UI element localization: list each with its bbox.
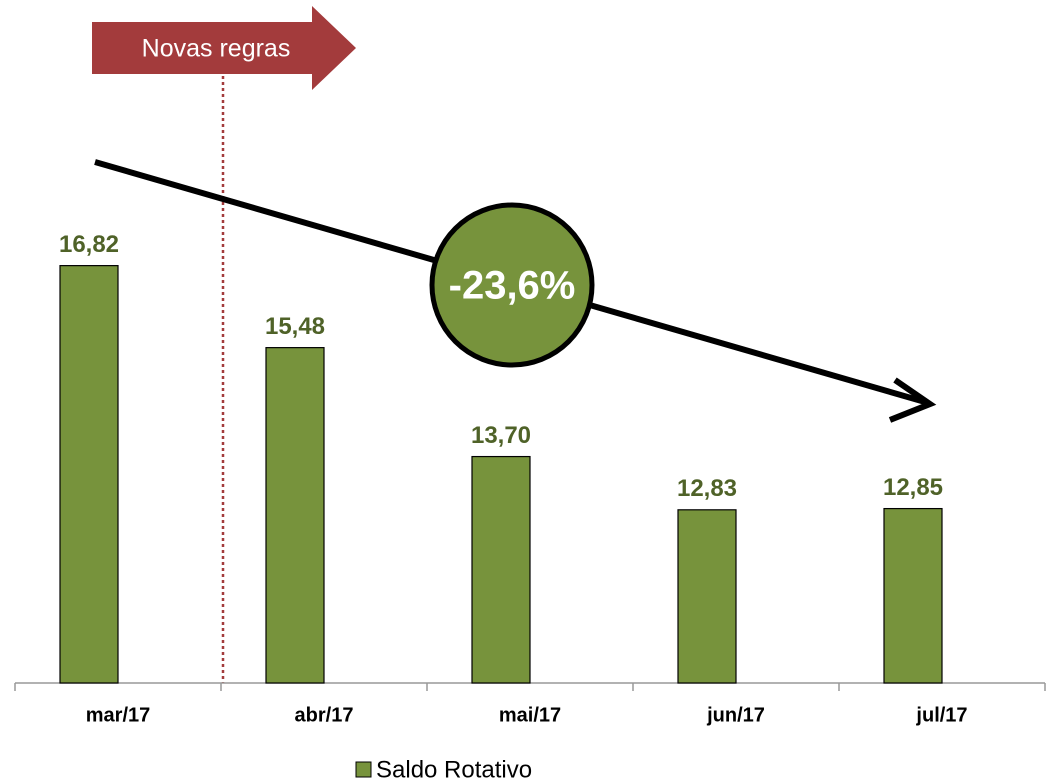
x-tick-label: mai/17	[499, 704, 561, 726]
value-label: 12,83	[677, 475, 737, 502]
change-label: -23,6%	[449, 264, 576, 308]
legend-swatch	[355, 761, 372, 778]
event-label: Novas regras	[142, 35, 291, 63]
x-tick-label: mar/17	[86, 704, 151, 726]
bar	[265, 347, 325, 684]
value-label: 16,82	[59, 231, 119, 258]
value-label: 13,70	[471, 422, 531, 449]
x-tick-label: jul/17	[915, 704, 967, 726]
x-tick-label: jun/17	[706, 704, 765, 726]
change-badge	[429, 202, 595, 368]
bar	[883, 507, 943, 684]
trend-arrow-head	[888, 377, 937, 423]
bar	[677, 509, 737, 684]
value-label: 12,85	[883, 474, 943, 501]
value-label: 15,48	[265, 313, 325, 340]
event-arrow	[92, 6, 356, 90]
x-tick-label: abr/17	[295, 704, 354, 726]
bar	[471, 455, 531, 684]
legend-label: Saldo Rotativo	[376, 756, 532, 783]
bar	[59, 265, 119, 684]
